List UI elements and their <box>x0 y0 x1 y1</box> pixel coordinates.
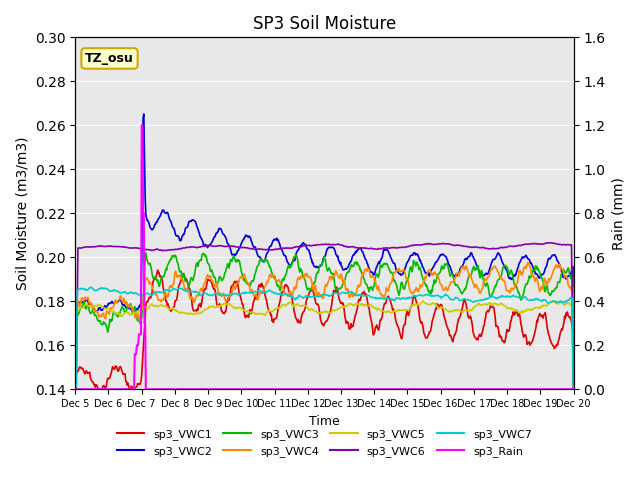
Y-axis label: Rain (mm): Rain (mm) <box>611 177 625 250</box>
Y-axis label: Soil Moisture (m3/m3): Soil Moisture (m3/m3) <box>15 136 29 290</box>
Legend: sp3_VWC1, sp3_VWC2, sp3_VWC3, sp3_VWC4, sp3_VWC5, sp3_VWC6, sp3_VWC7, sp3_Rain: sp3_VWC1, sp3_VWC2, sp3_VWC3, sp3_VWC4, … <box>112 425 536 461</box>
X-axis label: Time: Time <box>309 415 340 428</box>
Title: SP3 Soil Moisture: SP3 Soil Moisture <box>253 15 396 33</box>
Text: TZ_osu: TZ_osu <box>85 52 134 65</box>
